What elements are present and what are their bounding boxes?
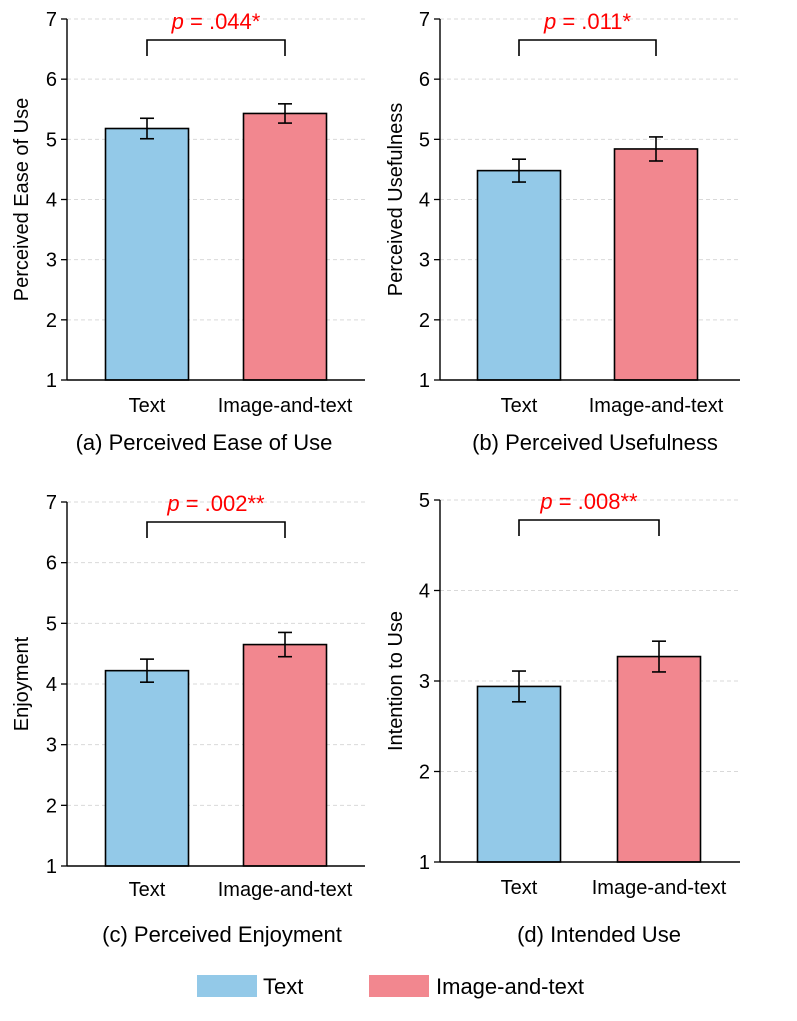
y-tick-label: 5	[419, 490, 430, 512]
y-tick-label: 5	[419, 129, 430, 151]
x-tick-label: Text	[129, 395, 166, 417]
y-axis-title: Perceived Ease of Use	[11, 98, 33, 301]
y-tick-label: 3	[46, 250, 57, 272]
y-tick-label: 3	[419, 250, 430, 272]
bar-image-and-text	[613, 148, 699, 381]
legend-label-text: Text	[263, 974, 303, 999]
panel-d: 1 2 3 4 5 Text Image-and-text Intention to Use p…	[385, 489, 740, 947]
legend-swatch-text	[197, 975, 257, 997]
bar-text	[104, 669, 190, 867]
y-tick-label: 2	[419, 762, 430, 784]
bar-image-and-text	[616, 655, 702, 863]
panel-caption: (b) Perceived Usefulness	[472, 430, 718, 455]
y-tick-label: 5	[46, 129, 57, 151]
y-tick-label: 5	[46, 613, 57, 635]
x-tick-label: Image-and-text	[592, 877, 727, 899]
significance-bracket	[146, 39, 286, 56]
panel-caption: (d) Intended Use	[517, 922, 681, 947]
legend-label-image-and-text: Image-and-text	[436, 974, 584, 999]
y-tick-label: 6	[46, 553, 57, 575]
y-axis-title: Enjoyment	[11, 636, 33, 731]
bar-text	[476, 685, 562, 863]
bar-image-and-text	[242, 112, 328, 381]
bar-text	[476, 169, 562, 381]
y-tick-label: 4	[419, 581, 430, 603]
x-tick-label: Image-and-text	[218, 879, 353, 901]
y-tick-label: 1	[419, 370, 430, 392]
y-tick-label: 6	[46, 69, 57, 91]
x-tick-label: Image-and-text	[218, 395, 353, 417]
significance-bracket	[518, 519, 660, 536]
x-tick-label: Text	[129, 879, 166, 901]
y-tick-label: 4	[46, 674, 57, 696]
significance-label: p = .011*	[543, 9, 632, 34]
significance-label: p = .044*	[171, 9, 261, 34]
p-value: = .002**	[180, 491, 265, 516]
y-axis-title: Intention to Use	[385, 611, 407, 751]
bar-text	[104, 127, 190, 381]
panel-b: 1 2 3 4 5 6 7 Text Image-and-text Perceived Usefu…	[385, 9, 740, 455]
y-tick-label: 4	[46, 190, 57, 212]
y-tick-label: 2	[46, 310, 57, 332]
y-tick-label: 6	[419, 69, 430, 91]
y-tick-label: 2	[419, 310, 430, 332]
panel-caption: (a) Perceived Ease of Use	[76, 430, 333, 455]
p-symbol: p	[539, 489, 552, 514]
y-tick-label: 7	[46, 492, 57, 514]
significance-label: p = .008**	[539, 489, 638, 514]
significance-label: p = .002**	[166, 491, 265, 516]
y-tick-label: 1	[46, 856, 57, 878]
y-tick-label: 1	[46, 370, 57, 392]
x-tick-label: Image-and-text	[589, 395, 724, 417]
legend: Text Image-and-text	[197, 974, 584, 999]
p-symbol: p	[543, 9, 556, 34]
panel-caption: (c) Perceived Enjoyment	[102, 922, 342, 947]
panel-a: 1 2 3 4 5 6 7 Text Image-and-text Perceived Ease …	[11, 9, 365, 455]
p-value: = .011*	[556, 9, 631, 34]
panel-c: 1 2 3 4 5 6 7 Text Image-and-text Enjoyment p = .0…	[11, 491, 365, 947]
p-symbol: p	[171, 9, 184, 34]
p-value: = .044*	[184, 9, 261, 34]
y-tick-label: 3	[46, 735, 57, 757]
y-axis-title: Perceived Usefulness	[385, 103, 407, 296]
significance-bracket	[518, 39, 657, 56]
bar-image-and-text	[242, 643, 328, 867]
legend-swatch-image-and-text	[369, 975, 429, 997]
p-symbol: p	[166, 491, 179, 516]
y-tick-label: 4	[419, 190, 430, 212]
x-tick-label: Text	[501, 395, 538, 417]
x-tick-label: Text	[501, 877, 538, 899]
p-value: = .008**	[553, 489, 638, 514]
significance-bracket	[146, 521, 286, 538]
y-tick-label: 7	[419, 9, 430, 31]
y-tick-label: 3	[419, 671, 430, 693]
y-tick-label: 7	[46, 9, 57, 31]
y-tick-label: 1	[419, 852, 430, 874]
y-tick-label: 2	[46, 795, 57, 817]
